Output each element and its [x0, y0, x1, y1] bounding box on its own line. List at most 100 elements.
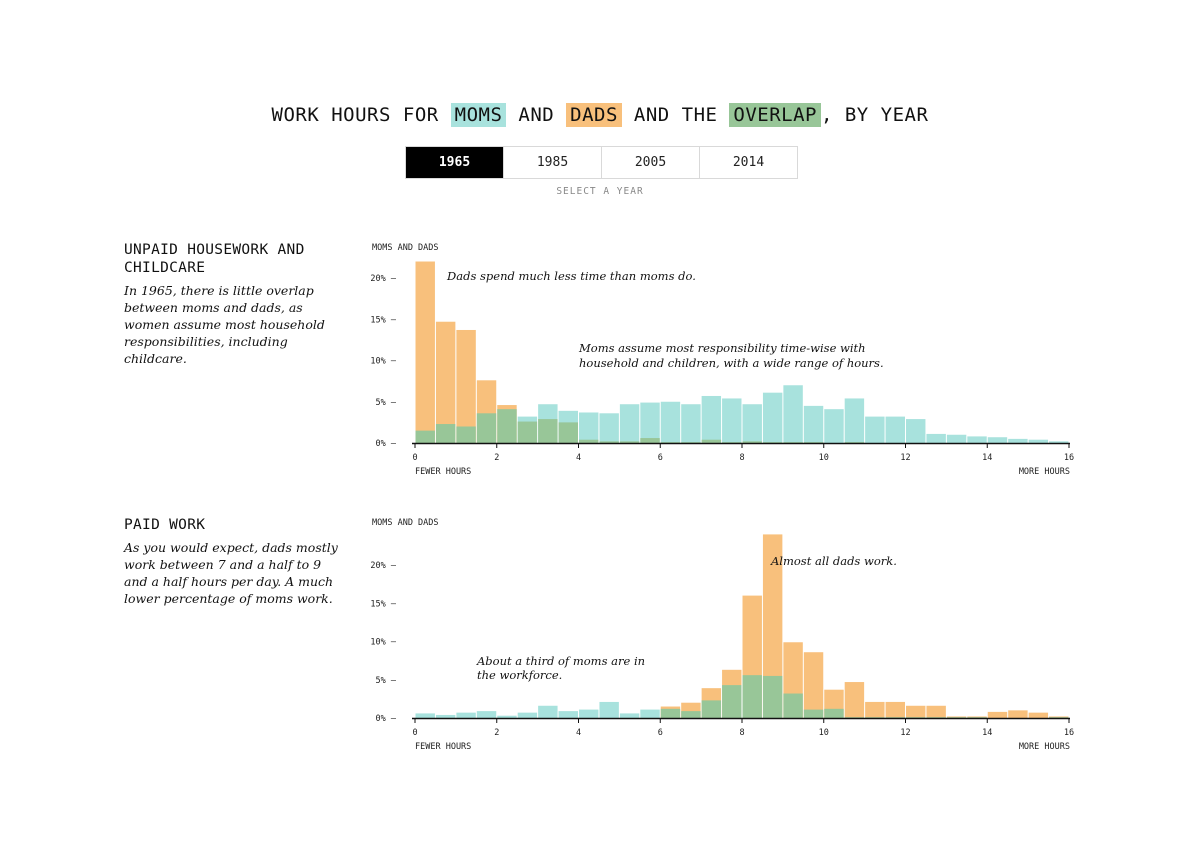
title-and-the: AND THE [633, 104, 718, 126]
chart-annotation: About a third of moms are in [476, 654, 645, 668]
moms-bar [1049, 441, 1069, 443]
chart-annotation: Dads spend much less time than moms do. [446, 269, 696, 283]
x-tick-label: 0 [412, 453, 417, 463]
overlap-bar [844, 717, 865, 718]
dads-bar [415, 261, 435, 443]
moms-bar [476, 711, 497, 718]
moms-bar [844, 398, 865, 443]
overlap-bar [783, 693, 803, 718]
overlap-bar [762, 442, 783, 443]
x-axis-fewer-hours: FEWER HOURS [415, 467, 471, 477]
moms-bar [1028, 439, 1049, 443]
dads-bar [435, 321, 456, 443]
year-button-2005[interactable]: 2005 [602, 147, 700, 178]
overlap-bar [742, 675, 762, 718]
overlap-bar [722, 442, 742, 443]
chart-annotation: Almost all dads work. [770, 554, 897, 568]
y-tick-label: 20% – [370, 274, 396, 284]
x-tick-label: 14 [982, 728, 992, 738]
year-button-1985[interactable]: 1985 [504, 147, 602, 178]
overlap-bar [844, 442, 865, 443]
dads-bar [906, 705, 926, 718]
year-button-2014[interactable]: 2014 [732, 155, 765, 170]
overlap-bar [946, 717, 967, 718]
moms-bar [906, 419, 926, 443]
moms-bar [456, 712, 476, 718]
overlap-bar [538, 419, 558, 443]
moms-bar [517, 712, 538, 718]
moms-bar [681, 404, 701, 443]
moms-bar [987, 437, 1008, 443]
moms-bar [619, 713, 640, 718]
overlap-bar [701, 439, 722, 443]
dads-bar [865, 701, 885, 718]
legend-overlap: OVERLAP [729, 103, 821, 127]
moms-bar [865, 416, 885, 443]
x-tick-label: 2 [494, 453, 499, 463]
dads-bar [844, 682, 865, 718]
x-axis-more-hours: MORE HOURS [1019, 742, 1070, 752]
legend-moms: MOMS [450, 103, 507, 127]
x-tick-label: 8 [739, 728, 744, 738]
x-tick-label: 12 [900, 728, 910, 738]
overlap-bar [415, 430, 435, 443]
y-axis-title: MOMS AND DADS [372, 243, 439, 253]
y-tick-label: 20% – [370, 561, 396, 571]
moms-bar [762, 392, 783, 443]
overlap-bar [497, 409, 517, 443]
y-tick-label: 10% – [370, 638, 396, 648]
chart-annotation: Moms assume most responsibility time-wis… [578, 341, 866, 355]
overlap-bar [824, 708, 844, 718]
overlap-bar [558, 422, 578, 443]
overlap-bar [783, 442, 803, 443]
moms-bar [803, 405, 824, 443]
x-axis-fewer-hours: FEWER HOURS [415, 742, 471, 752]
x-tick-label: 10 [819, 453, 829, 463]
moms-bar [640, 709, 660, 718]
overlap-bar [803, 709, 824, 718]
x-tick-label: 10 [819, 728, 829, 738]
x-axis-more-hours: MORE HOURS [1019, 467, 1070, 477]
moms-bar [722, 398, 742, 443]
overlap-bar [476, 413, 497, 443]
y-tick-label: 5% – [376, 398, 397, 408]
title-suffix: , BY YEAR [820, 104, 929, 126]
y-tick-label: 5% – [376, 676, 397, 686]
overlap-bar [599, 441, 619, 443]
x-tick-label: 12 [900, 453, 910, 463]
overlap-bar [865, 717, 885, 718]
x-tick-label: 2 [494, 728, 499, 738]
moms-bar [946, 434, 967, 443]
overlap-bar [885, 717, 905, 718]
moms-bar [701, 395, 722, 443]
x-tick-label: 16 [1064, 728, 1074, 738]
overlap-bar [660, 708, 681, 718]
dads-bar [762, 534, 783, 718]
y-tick-label: 0% – [376, 439, 397, 449]
dads-bar [1008, 710, 1028, 718]
overlap-bar [579, 439, 599, 443]
moms-bar [599, 701, 619, 718]
chart-annotation: the workforce. [477, 668, 562, 682]
moms-bar [497, 715, 517, 718]
title-prefix: WORK HOURS FOR [271, 104, 439, 126]
y-axis-title: MOMS AND DADS [372, 518, 439, 528]
moms-bar [824, 409, 844, 443]
overlap-bar [1049, 717, 1069, 718]
overlap-bar [762, 675, 783, 718]
y-tick-label: 15% – [370, 599, 396, 609]
moms-bar [660, 401, 681, 443]
overlap-bar [435, 424, 456, 443]
overlap-bar [906, 717, 926, 718]
overlap-bar [803, 442, 824, 443]
y-tick-label: 0% – [376, 714, 397, 724]
x-tick-label: 4 [576, 728, 581, 738]
section-title-unpaid: UNPAID HOUSEWORK AND CHILDCARE [124, 242, 305, 276]
moms-bar [619, 404, 640, 443]
overlap-bar [701, 700, 722, 718]
x-tick-label: 16 [1064, 453, 1074, 463]
overlap-bar [681, 442, 701, 443]
year-button-1965[interactable]: 1965 [406, 147, 504, 178]
